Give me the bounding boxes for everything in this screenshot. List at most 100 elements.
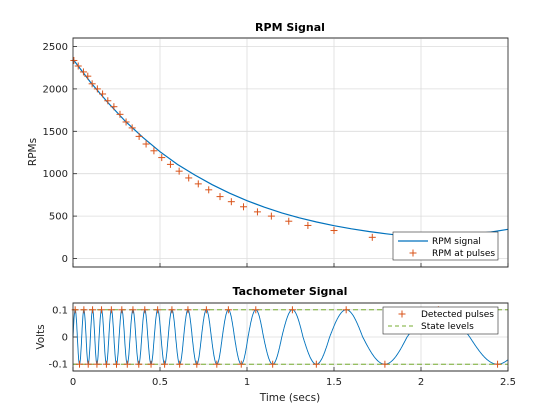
detected-pulse-marker-3 (84, 360, 92, 368)
rpm-pulse-marker-21 (216, 193, 224, 201)
tach-ytick-label-0: -0.1 (48, 360, 68, 371)
detected-pulse-marker-29 (312, 360, 320, 368)
tachometer-signal-axes: Tachometer Signal 0 0.5 1 1.5 2 2.5 -0.100.1 … (35, 285, 516, 404)
rpm-pulse-marker-28 (330, 227, 338, 235)
rpm-signal-axes: RPM Signal 0 500 1000 1500 2000 2500 RPMs RPM… (27, 21, 509, 268)
detected-pulse-marker-9 (113, 360, 120, 368)
detected-pulse-marker-16 (154, 306, 162, 314)
tachometer-chart-title: Tachometer Signal (233, 285, 348, 298)
detected-pulse-marker-24 (224, 306, 232, 314)
rpm-pulse-marker-29 (368, 233, 376, 241)
detected-pulse-marker-12 (129, 306, 137, 314)
legend-rpm-pulses-swatch (409, 249, 417, 257)
rpm-plot-area (72, 37, 509, 268)
detected-pulse-marker-10 (118, 306, 126, 314)
rpm-pulse-marker-24 (253, 208, 261, 216)
detected-pulse-marker-19 (176, 360, 184, 368)
rpm-ytick-label-3: 1500 (43, 127, 68, 138)
detected-pulse-marker-4 (89, 306, 97, 314)
legend-rpm-pulses-plus (409, 249, 417, 257)
tach-ytick-label-2: 0.1 (52, 305, 68, 316)
rpm-pulse-marker-7 (104, 97, 112, 105)
detected-pulse-marker-18 (168, 306, 176, 314)
rpm-ytick-label-1: 500 (49, 212, 68, 223)
rpm-legend: RPM signal RPM at pulses (392, 231, 499, 261)
detected-pulse-marker-22 (202, 306, 210, 314)
detected-pulse-marker-17 (161, 360, 169, 368)
rpm-ytick-label-5: 2500 (43, 42, 68, 53)
tach-xtick-label-0: 0 (70, 377, 76, 388)
tachometer-x-axis-label: Time (secs) (259, 392, 320, 404)
rpm-pulse-marker-16 (166, 160, 174, 168)
detected-pulse-marker-15 (147, 360, 155, 368)
detected-pulse-marker-27 (269, 360, 277, 368)
rpm-chart-title: RPM Signal (255, 21, 325, 34)
detected-pulse-marker-13 (135, 360, 143, 368)
detected-pulse-marker-33 (494, 360, 502, 368)
rpm-pulse-marker-26 (285, 217, 293, 225)
tach-xtick-label-3: 1.5 (326, 377, 342, 388)
rpm-pulse-marker-20 (205, 186, 213, 194)
rpm-pulse-marker-14 (150, 147, 158, 155)
tachometer-axes-frame (72, 302, 509, 372)
detected-pulse-marker-5 (93, 360, 101, 368)
detected-pulse-marker-2 (80, 306, 88, 314)
detected-pulse-marker-31 (381, 360, 389, 368)
tachometer-y-axis-label: Volts (35, 324, 47, 349)
rpm-pulse-marker-23 (240, 203, 248, 211)
rpm-pulse-marker-17 (175, 167, 183, 175)
tach-xtick-label-2: 1 (244, 377, 250, 388)
detected-pulse-marker-23 (213, 360, 221, 368)
rpm-axes-frame (72, 37, 509, 268)
tach-xtick-label-4: 2 (418, 377, 424, 388)
tach-xtick-label-5: 2.5 (500, 377, 516, 388)
tachometer-series-layer (71, 306, 509, 368)
rpm-pulse-marker-3 (84, 72, 92, 80)
rpm-y-axis-label: RPMs (27, 138, 39, 166)
rpm-pulse-marker-25 (267, 212, 275, 220)
rpm-pulse-marker-9 (116, 110, 124, 118)
tach-ytick-label-1: 0 (62, 333, 68, 344)
detected-pulse-marker-8 (107, 306, 115, 314)
rpm-pulse-marker-13 (142, 140, 150, 148)
legend-detected-pulses-plus (398, 310, 406, 318)
detected-pulse-marker-14 (141, 306, 149, 314)
rpm-pulse-marker-0 (70, 56, 78, 64)
rpm-pulse-marker-19 (194, 180, 202, 188)
detected-pulse-marker-25 (237, 360, 245, 368)
detected-pulse-marker-30 (342, 306, 350, 314)
detected-pulse-marker-28 (288, 306, 296, 314)
rpm-y-ticks: 0 500 1000 1500 2000 2500 (43, 42, 77, 265)
detected-pulse-marker-11 (123, 360, 131, 368)
rpm-pulse-marker-1 (74, 62, 82, 70)
tachometer-legend: Detected pulses State levels (382, 306, 499, 335)
rpm-pulse-marker-8 (110, 103, 118, 111)
rpm-pulse-marker-27 (304, 221, 312, 229)
rpm-pulse-marker-22 (227, 198, 235, 206)
rpm-pulse-marker-6 (99, 90, 107, 98)
detected-pulse-marker-20 (184, 306, 192, 314)
detected-pulse-marker-21 (193, 360, 201, 368)
rpm-pulse-marker-12 (135, 132, 143, 140)
detected-pulse-marker-1 (76, 360, 84, 368)
rpm-pulse-marker-18 (185, 174, 193, 182)
legend-rpm-pulses-label: RPM at pulses (432, 249, 495, 259)
detected-pulse-marker-26 (252, 306, 260, 314)
legend-state-levels-label: State levels (421, 322, 474, 332)
legend-detected-pulses-swatch (398, 310, 406, 318)
rpm-pulse-marker-15 (158, 154, 166, 162)
rpm-ytick-label-0: 0 (62, 254, 68, 265)
rpm-pulse-marker-5 (93, 85, 101, 93)
rpm-pulse-marker-4 (88, 80, 96, 88)
rpm-ytick-label-4: 2000 (43, 84, 68, 95)
legend-detected-pulses-label: Detected pulses (421, 310, 494, 320)
legend-rpm-signal-label: RPM signal (432, 237, 481, 247)
detected-pulse-marker-7 (102, 360, 110, 368)
rpm-pulse-marker-11 (128, 124, 136, 132)
detected-pulse-marker-6 (98, 306, 106, 314)
rpm-legend-box (392, 231, 499, 261)
tach-xtick-label-1: 0.5 (152, 377, 168, 388)
rpm-ytick-label-2: 1000 (43, 169, 68, 180)
rpm-pulse-marker-10 (122, 118, 130, 126)
